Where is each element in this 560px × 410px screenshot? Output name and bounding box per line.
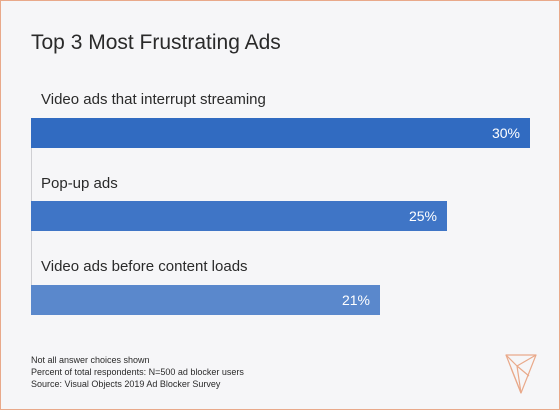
note-line: Percent of total respondents: N=500 ad b… [31, 367, 244, 377]
visual-objects-v-logo-icon [505, 354, 537, 394]
bar-value-label: 21% [341, 292, 370, 308]
category-label: Pop-up ads [41, 175, 118, 192]
bar-value-label: 30% [491, 125, 520, 141]
bar: 25% [31, 201, 447, 231]
bar: 21% [31, 285, 380, 315]
bar-value-label: 25% [408, 208, 437, 224]
category-label: Video ads before content loads [41, 258, 248, 275]
category-label: Video ads that interrupt streaming [41, 91, 266, 108]
note-line: Not all answer choices shown [31, 355, 150, 365]
chart-notes: Not all answer choices shown Percent of … [31, 354, 244, 390]
chart-title: Top 3 Most Frustrating Ads [31, 31, 281, 54]
note-line: Source: Visual Objects 2019 Ad Blocker S… [31, 379, 221, 389]
bar: 30% [31, 118, 530, 148]
